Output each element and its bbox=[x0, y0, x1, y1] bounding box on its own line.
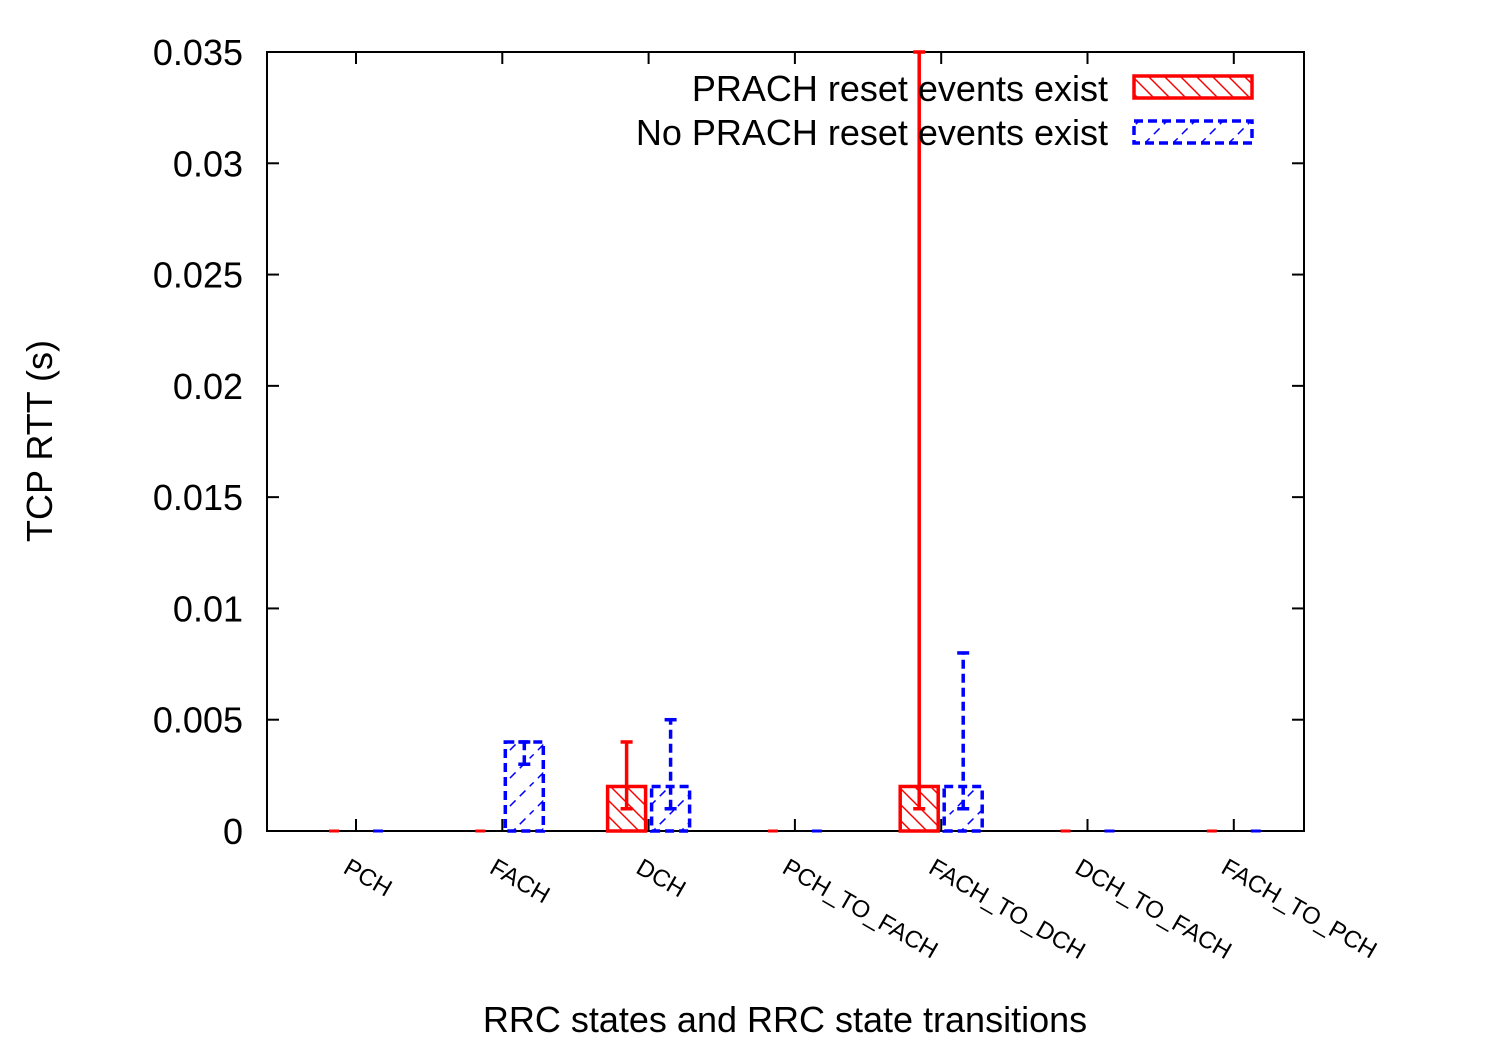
bars bbox=[329, 50, 1261, 833]
x-tick-label: FACH_TO_DCH bbox=[924, 854, 1090, 965]
y-tick-label: 0.015 bbox=[153, 477, 243, 518]
y-tick-label: 0.01 bbox=[173, 588, 243, 629]
x-tick-label: FACH_TO_PCH bbox=[1217, 854, 1381, 965]
x-tick-label: DCH_TO_FACH bbox=[1071, 854, 1237, 965]
y-tick-label: 0.035 bbox=[153, 32, 243, 73]
legend: PRACH reset events exist No PRACH reset … bbox=[636, 68, 1254, 153]
legend-label-no-prach: No PRACH reset events exist bbox=[636, 112, 1108, 153]
legend-swatch-no-prach bbox=[1132, 119, 1254, 145]
y-axis-title: TCP RTT (s) bbox=[19, 340, 60, 542]
y-tick-label: 0 bbox=[223, 811, 243, 852]
legend-label-prach: PRACH reset events exist bbox=[692, 68, 1108, 109]
y-axis: 0 0.005 0.01 0.015 0.02 0.025 0.03 0.035 bbox=[153, 32, 1304, 852]
plot-area bbox=[266, 51, 1305, 832]
x-tick-label: PCH_TO_FACH bbox=[778, 854, 942, 965]
x-tick-label: DCH bbox=[632, 854, 691, 903]
y-tick-label: 0.03 bbox=[173, 143, 243, 184]
y-tick-label: 0.025 bbox=[153, 255, 243, 296]
y-tick-label: 0.02 bbox=[173, 366, 243, 407]
y-tick-label: 0.005 bbox=[153, 700, 243, 741]
x-tick-label: FACH bbox=[485, 854, 554, 909]
x-axis: PCH FACH DCH PCH_TO_FACHFACH_TO_DCHDCH_TO_F… bbox=[339, 52, 1381, 965]
x-tick-label: PCH bbox=[339, 854, 396, 903]
x-axis-title: RRC states and RRC state transitions bbox=[483, 999, 1087, 1040]
legend-swatch-prach bbox=[1132, 74, 1254, 100]
